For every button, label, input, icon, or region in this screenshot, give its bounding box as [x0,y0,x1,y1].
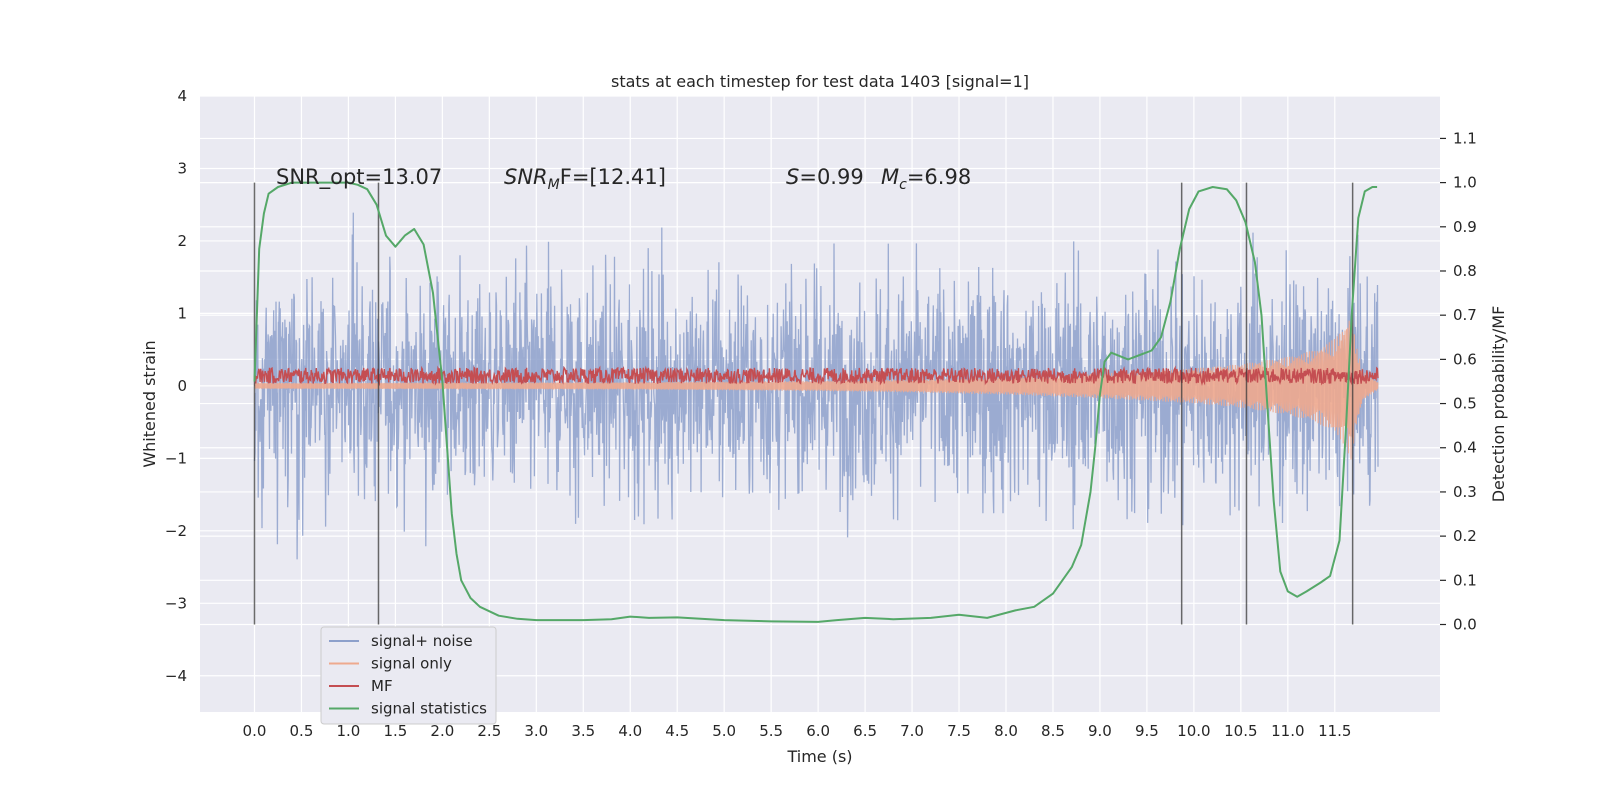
legend-label: signal statistics [371,700,487,718]
y2-tick-label: 0.0 [1453,616,1477,634]
signal-statistics-line [253,181,1378,623]
x-tick-label: 5.5 [759,722,783,740]
y2-tick-label: 0.1 [1453,571,1477,589]
signal-only-line [253,313,1379,460]
x-tick-label: 5.0 [712,722,736,740]
x-tick-label: 10.0 [1177,722,1210,740]
signal-statistics-series [253,181,1378,623]
annotation-snr-mf-label: SNR [504,165,548,189]
legend-box [320,626,497,725]
x-tick-label: 4.0 [618,722,642,740]
y-tick-label: −4 [165,667,187,685]
y-tick-label: −1 [165,449,187,467]
annotation-s: S=0.99 [786,165,864,189]
y2-axis-title: Detection probability/MF [1489,306,1508,503]
y-axis-title: Whitened strain [140,340,159,467]
annotation-mc: Mc=6.98 [881,165,971,193]
signal-noise-trace [253,212,1379,560]
annotation-snr-mf-rest: F=[12.41] [560,165,666,189]
x-tick-label: 6.0 [806,722,830,740]
y2-tick-label: 0.3 [1453,483,1477,501]
y2-tick-label: 1.1 [1453,129,1477,147]
y-tick-labels: −4 −3 −2 −1 0 1 2 3 4 [165,87,187,685]
x-tick-label: 1.5 [383,722,407,740]
x-tick-label: 2.0 [430,722,454,740]
x-tick-label: 8.0 [994,722,1018,740]
y2-tick-label: 0.5 [1453,395,1477,413]
y-tick-label: 0 [177,377,187,395]
y2-tick-labels: 0.0 0.1 0.2 0.3 0.4 0.5 0.6 0.7 0.8 0.9 1.0 1.1 [1440,129,1477,634]
y2-tick-label: 0.8 [1453,262,1477,280]
y2-tick-label: 0.9 [1453,218,1477,236]
y-tick-label: 2 [177,232,187,250]
y2-tick-label: 0.7 [1453,306,1477,324]
x-tick-label: 2.5 [477,722,501,740]
x-tick-label: 7.5 [947,722,971,740]
chart-title: stats at each timestep for test data 140… [611,72,1029,91]
y2-tick-label: 0.2 [1453,527,1477,545]
annotation-snr-mf-sub: M [548,177,560,193]
y-tick-label: 1 [177,304,187,322]
x-tick-label: 0.0 [243,722,267,740]
x-tick-labels: 0.0 0.5 1.0 1.5 2.0 2.5 3.0 3.5 4.0 4.5 5.0 5.5 6.0 6… [243,722,1352,740]
y-tick-label: 3 [177,159,187,177]
y-tick-label: −2 [165,522,187,540]
x-tick-label: 9.0 [1088,722,1112,740]
x-tick-label: 8.5 [1041,722,1065,740]
vertical-markers [253,182,1354,625]
x-tick-label: 11.5 [1318,722,1351,740]
x-axis-title: Time (s) [786,747,852,766]
legend: signal+ noise signal only MF signal statist… [320,626,497,725]
annotation-mc-value: =6.98 [907,165,971,189]
x-tick-label: 11.0 [1271,722,1304,740]
y-tick-label: −3 [165,594,187,612]
x-tick-label: 7.0 [900,722,924,740]
x-tick-label: 4.5 [665,722,689,740]
y-tick-label: 4 [177,87,187,105]
annotation-s-value: =0.99 [799,165,863,189]
y2-tick-label: 0.4 [1453,439,1477,457]
annotation-snr-mf: SNRMF=[12.41] [504,165,666,193]
x-tick-label: 3.5 [571,722,595,740]
x-tick-label: 9.5 [1135,722,1159,740]
y2-tick-label: 1.0 [1453,174,1477,192]
annotation-s-label: S [786,165,799,189]
legend-label: MF [371,677,393,695]
x-tick-label: 3.0 [524,722,548,740]
x-tick-label: 1.0 [336,722,360,740]
x-tick-label: 6.5 [853,722,877,740]
legend-label: signal only [371,655,452,673]
legend-label: signal+ noise [371,632,473,650]
annotation-mc-sub: c [899,177,907,193]
x-tick-label: 10.5 [1224,722,1257,740]
annotation-snr-opt: SNR_opt=13.07 [276,165,442,190]
signal-noise-line [253,212,1379,560]
annotation-mc-label: M [881,165,899,189]
signal-only-trace [253,313,1379,460]
x-tick-label: 0.5 [290,722,314,740]
y2-tick-label: 0.6 [1453,350,1477,368]
